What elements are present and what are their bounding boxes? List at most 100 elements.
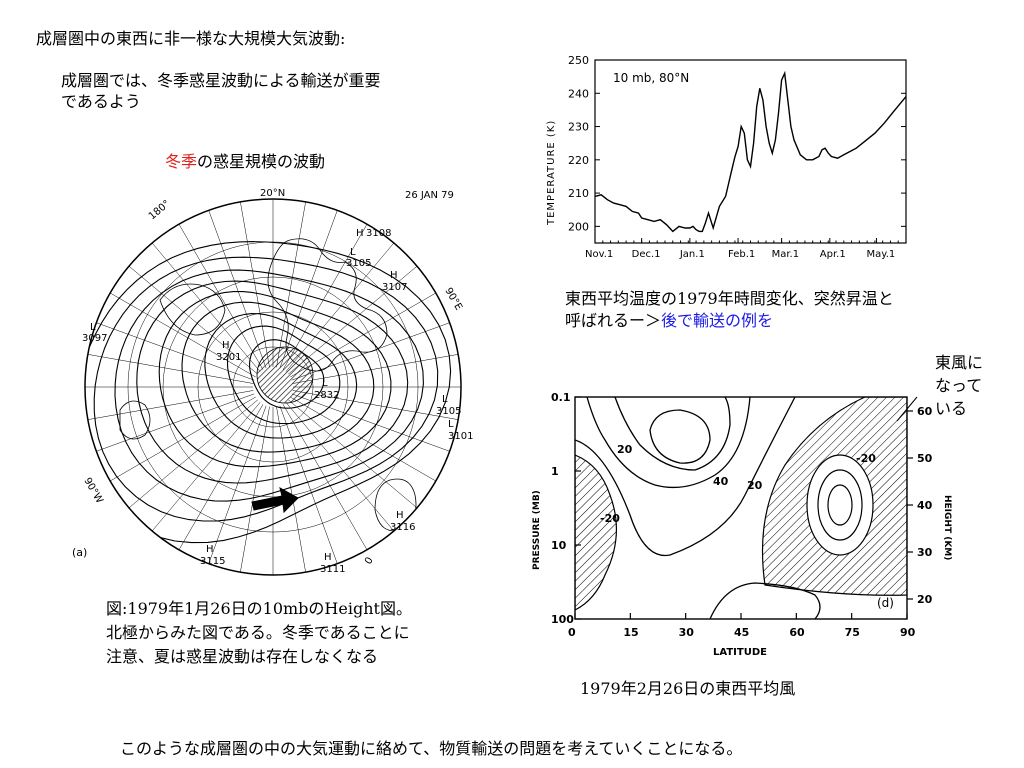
meridian-line <box>292 390 461 422</box>
meridian-line <box>288 399 427 516</box>
y-tick-label: 210 <box>568 187 589 200</box>
x-tick-label: May.1 <box>866 249 895 260</box>
height-tick-label: 30 <box>917 546 933 559</box>
contour-label: -20 <box>600 512 620 525</box>
y-tick-label: 220 <box>568 154 589 167</box>
low-value: 3097 <box>82 333 107 344</box>
height-contour <box>114 269 424 502</box>
height-tick-label: 40 <box>917 499 933 512</box>
meridian-line <box>288 258 427 375</box>
meridian-line <box>85 393 255 456</box>
temperature-chart: 10 mb, 80°N TEMPERATURE (K) 200 210 220 230… <box>546 54 907 260</box>
meridian-line <box>290 286 447 378</box>
latitude-tick-label: 75 <box>845 626 860 639</box>
temp-caption-line-1: 東西平均温度の1979年時間変化、突然昇温と <box>565 289 894 308</box>
polar-height-map: 20°N 26 JAN 79 180° 90°E 90°W 0 (a) H 31… <box>72 188 473 576</box>
low-label: L <box>448 419 454 430</box>
x-tick-label: Mar.1 <box>772 249 800 260</box>
high-value: 3108 <box>366 228 391 239</box>
meridian-line <box>144 402 261 541</box>
latitude-tick-label: 30 <box>679 626 695 639</box>
wind-y-axis-label: PRESSURE (MB) <box>532 490 542 570</box>
x-tick-label: Apr.1 <box>820 249 846 260</box>
temperature-y-axis-label: TEMPERATURE (K) <box>546 120 557 226</box>
meridian-line <box>285 233 402 372</box>
meridian-line <box>282 213 374 370</box>
height-tick-label: 60 <box>917 405 933 418</box>
meridian-line <box>119 399 258 516</box>
map-caption-line-3: 注意、夏は惑星波動は存在しなくなる <box>106 647 379 666</box>
low-value: 3101 <box>448 431 473 442</box>
pressure-tick-label: 0.1 <box>551 391 571 404</box>
high-label: H <box>222 340 230 351</box>
temp-caption-black: 呼ばれるー＞ <box>565 311 662 330</box>
temp-caption-line-2: 呼ばれるー＞後で輸送の例を <box>565 310 773 331</box>
panel-label-d: (d) <box>877 596 894 610</box>
lat-label-20n: 20°N <box>260 188 285 199</box>
map-caption-line-2: 北極からみた図である。冬季であることに <box>106 623 410 642</box>
meridian-line <box>238 406 270 575</box>
meridian-line <box>204 199 267 369</box>
map-caption-line-1: 図:1979年1月26日の10mbのHeight図。 <box>106 599 412 618</box>
wave-propagation-arrow <box>251 487 299 514</box>
height-tick-label: 50 <box>917 452 933 465</box>
slide-title: 成層圏中の東西に非一様な大規模大気波動: <box>36 29 346 48</box>
high-value: 3115 <box>200 556 225 567</box>
x-tick-label: Feb.1 <box>728 249 755 260</box>
winter-heading-rest: の惑星規模の波動 <box>197 152 326 171</box>
x-tick-label: Dec.1 <box>632 249 661 260</box>
height-contour <box>181 301 375 453</box>
meridians <box>85 199 461 575</box>
height-contour <box>204 313 358 439</box>
height-contours <box>85 241 452 544</box>
wind-caption: 1979年2月26日の東西平均風 <box>580 679 796 698</box>
meridian-line <box>99 396 256 488</box>
height-contour <box>158 291 392 468</box>
low-label: L <box>350 247 356 258</box>
y-tick-label: 250 <box>568 54 589 67</box>
easterly-region-left <box>575 454 617 611</box>
latitude-tick-label: 90 <box>900 626 916 639</box>
coastlines <box>119 238 417 532</box>
temperature-chart-title: 10 mb, 80°N <box>613 71 689 85</box>
meridian-line <box>99 286 256 378</box>
contour-label: 40 <box>713 475 729 488</box>
meridian-line <box>285 402 402 541</box>
meridian-line <box>172 213 264 370</box>
low-value: 3105 <box>346 258 371 269</box>
lon-label-0: 0 <box>363 555 376 566</box>
y-tick-label: 230 <box>568 121 589 134</box>
meridian-line <box>292 352 461 384</box>
high-value: 3116 <box>390 522 415 533</box>
meridian-line <box>279 405 342 575</box>
meridian-line <box>172 404 264 561</box>
contour-label: 20 <box>617 443 633 456</box>
height-contour <box>85 241 452 544</box>
wind-x-axis-label: LATITUDE <box>713 647 767 658</box>
lon-label-180: 180° <box>147 198 173 222</box>
latitude-tick-label: 45 <box>734 626 749 639</box>
y-tick-label: 200 <box>568 220 589 233</box>
x-tick-label: Nov.1 <box>585 249 613 260</box>
low-value: 2832 <box>314 390 339 401</box>
pressure-tick-label: 10 <box>551 539 567 552</box>
pole-hatched-region <box>256 346 314 404</box>
height-contour <box>136 280 409 484</box>
contour-label: 20 <box>747 479 763 492</box>
contour-label: -20 <box>856 452 876 465</box>
height-contour <box>226 325 341 425</box>
winter-wave-heading: 冬季の惑星規模の波動 <box>165 151 325 172</box>
winter-word: 冬季 <box>165 152 198 171</box>
high-label: H <box>324 552 332 563</box>
low-label: L <box>90 322 96 333</box>
meridian-line <box>119 258 258 375</box>
intro-line-2: であるよう <box>61 92 141 111</box>
meridian-line <box>204 405 267 575</box>
high-value: 3107 <box>382 282 407 293</box>
low-value: 3105 <box>436 406 461 417</box>
high-value: 3201 <box>216 352 241 363</box>
temp-caption-link-text: 後で輸送の例を <box>661 311 774 330</box>
height-tick-label: 20 <box>917 593 933 606</box>
meridian-line <box>144 233 261 372</box>
annotation-pointer-line <box>896 396 918 422</box>
